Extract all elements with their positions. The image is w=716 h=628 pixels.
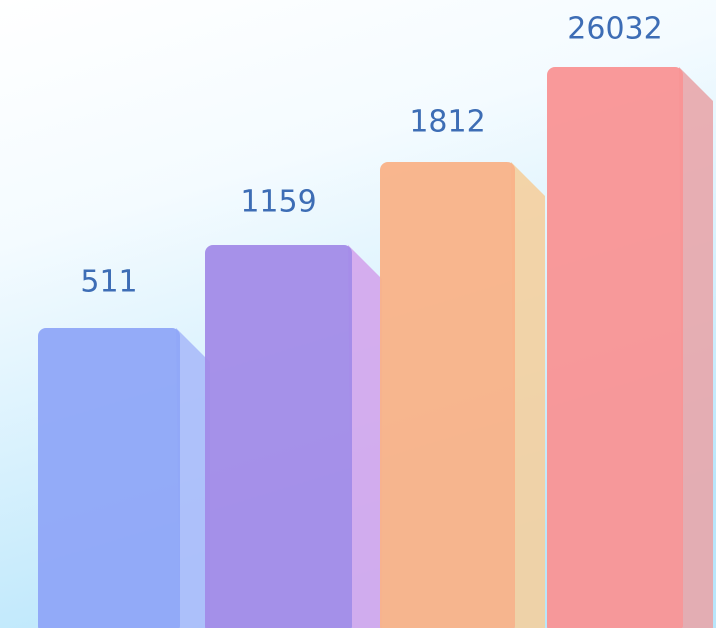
bar-label: 26032 <box>567 12 662 47</box>
bars: 511 1159 1812 26032 <box>38 12 713 628</box>
bar-side <box>679 67 713 628</box>
bar <box>38 328 180 628</box>
bar-label: 1812 <box>409 105 485 140</box>
bar-side <box>176 328 210 628</box>
bar-label: 1159 <box>240 185 316 220</box>
bar-side <box>348 245 382 628</box>
bar-side <box>511 162 545 628</box>
bar-label: 511 <box>80 265 137 300</box>
bar <box>547 67 683 628</box>
bar <box>205 245 352 628</box>
bar <box>380 162 515 628</box>
